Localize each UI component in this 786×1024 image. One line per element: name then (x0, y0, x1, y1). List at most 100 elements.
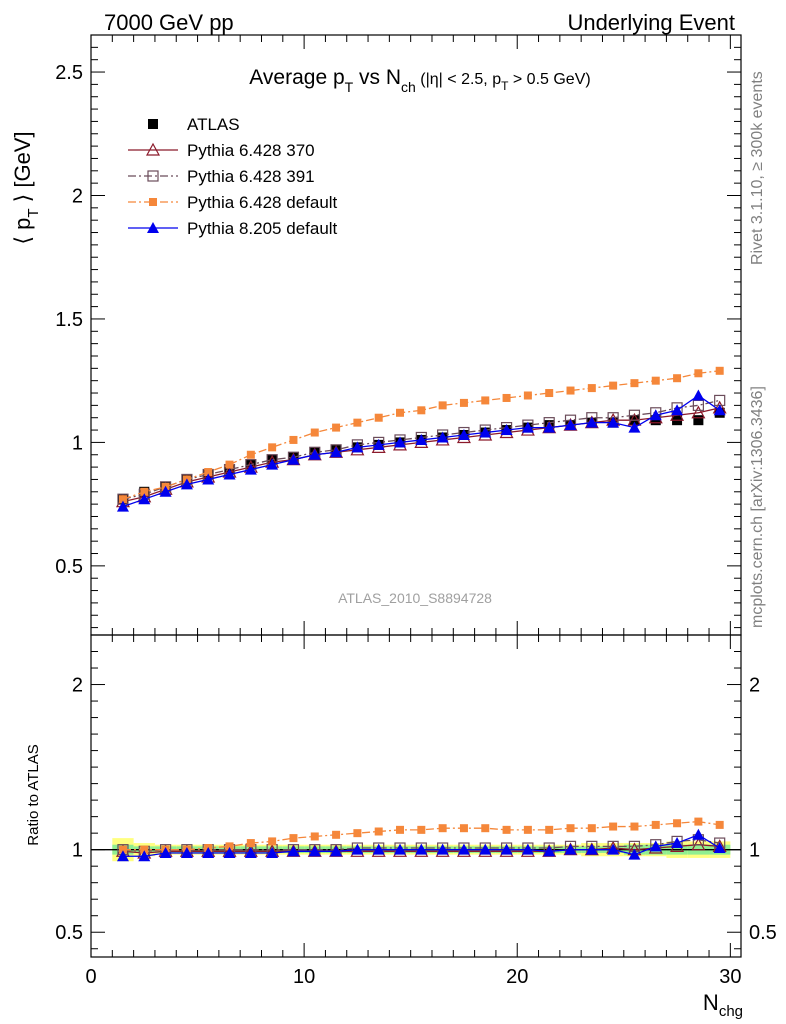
ratio-point-pythia-6-428-default (118, 845, 127, 854)
ratio-point-pythia-6-428-default (396, 825, 405, 834)
ratio-plot-xlabel: Nchg (703, 990, 743, 1020)
main-y-tick-label: 0.5 (55, 556, 83, 578)
ylabel-open: ⟨ p (10, 218, 35, 245)
main-point-pythia-6-428-default (225, 460, 234, 469)
main-point-pythia-8-205-default (543, 421, 556, 433)
header-left: 7000 GeV pp (104, 10, 234, 35)
ratio-point-pythia-8-205-default (372, 843, 385, 855)
main-point-pythia-6-428-default (246, 450, 255, 459)
ratio-point-pythia-6-428-default (566, 824, 575, 833)
ratio-point-pythia-6-428-default (694, 817, 703, 826)
title-sub1: T (345, 79, 354, 95)
watermark: ATLAS_2010_S8894728 (338, 590, 492, 606)
main-y-tick-label: 1 (72, 432, 83, 454)
ratio-x-tick-label: 20 (506, 966, 528, 988)
ratio-plot-ticks: 0.5 0.51 12 20 10 20 30 (55, 635, 777, 988)
main-point-pythia-8-205-default (436, 431, 449, 443)
main-point-pythia-8-205-default (394, 436, 407, 448)
main-point-pythia-6-428-391 (714, 394, 726, 407)
ratio-y-tick-label-right: 0.5 (749, 922, 777, 944)
main-point-pythia-8-205-default (351, 441, 364, 453)
ylabel-sub: T (25, 208, 42, 217)
ratio-point-pythia-8-205-default (394, 843, 407, 855)
main-point-pythia-8-205-default (372, 438, 385, 450)
title-main: Average p (249, 66, 344, 89)
main-point-pythia-8-205-default (713, 404, 726, 416)
ratio-point-pythia-8-205-default (713, 842, 726, 854)
legend-label-pythia-8-205-default: Pythia 8.205 default (187, 219, 338, 238)
ratio-point-pythia-6-428-default (587, 824, 596, 833)
ratio-point-pythia-8-205-default (415, 843, 428, 855)
main-point-pythia-6-428-default (332, 423, 341, 432)
ratio-point-pythia-8-205-default (266, 846, 279, 858)
main-point-pythia-8-205-default (649, 409, 662, 421)
main-point-pythia-6-428-default (118, 495, 127, 504)
ratio-x-tick-label: 30 (719, 966, 741, 988)
main-point-pythia-8-205-default (244, 463, 257, 475)
xlabel-sub: chg (719, 1003, 743, 1020)
main-point-pythia-6-428-default (459, 398, 468, 407)
ratio-point-pythia-8-205-default (521, 843, 534, 855)
legend-label-atlas: ATLAS (187, 115, 240, 134)
main-point-pythia-6-428-default (566, 386, 575, 395)
ratio-point-pythia-6-428-default (246, 839, 255, 848)
main-point-pythia-8-205-default (223, 468, 236, 480)
main-point-pythia-6-428-default (673, 374, 682, 383)
ratio-point-pythia-8-205-default (287, 845, 300, 857)
ratio-point-pythia-8-205-default (692, 828, 705, 840)
ratio-point-pythia-6-428-default (481, 824, 490, 833)
main-point-pythia-8-205-default (521, 421, 534, 433)
ylabel-close: ⟩ [GeV] (10, 131, 35, 208)
mcplots-label: mcplots.cern.ch [arXiv:1306.3436] (749, 386, 766, 628)
ratio-y-tick-label: 2 (72, 675, 83, 697)
main-point-pythia-6-428-default (353, 418, 362, 427)
main-plot-panel: 0.511.522.5 Average pT vs Nch (|η| < 2.5… (10, 34, 742, 636)
main-point-pythia-6-428-default (204, 468, 213, 477)
ratio-point-pythia-6-428-default (438, 824, 447, 833)
main-point-pythia-6-428-default (481, 396, 490, 405)
title-sub3: T (501, 79, 509, 93)
main-point-pythia-8-205-default (330, 446, 343, 458)
main-point-pythia-8-205-default (479, 426, 492, 438)
main-point-pythia-8-205-default (138, 493, 151, 505)
main-point-pythia-6-428-default (694, 369, 703, 378)
main-point-pythia-6-428-391 (628, 409, 641, 421)
main-point-pythia-8-205-default (585, 416, 598, 428)
ratio-point-pythia-8-205-default (585, 843, 598, 855)
legend-marker-pythia-6-428-default (149, 198, 157, 206)
main-point-pythia-6-428-default (545, 389, 554, 398)
ratio-point-pythia-8-205-default (628, 848, 641, 860)
ratio-point-pythia-8-205-default (500, 843, 513, 855)
ratio-point-pythia-8-205-default (649, 840, 662, 852)
ratio-point-pythia-8-205-default (180, 846, 193, 858)
main-point-pythia-8-205-default (180, 478, 193, 490)
ratio-point-pythia-8-205-default (202, 846, 215, 858)
main-point-pythia-8-205-default (266, 458, 279, 470)
title-sub2: ch (401, 79, 416, 95)
ratio-point-pythia-8-205-default (244, 846, 257, 858)
main-plot-title: Average pT vs Nch (|η| < 2.5, pT > 0.5 G… (249, 66, 590, 95)
ratio-point-pythia-8-205-default (671, 837, 684, 849)
main-point-atlas (693, 415, 704, 426)
legend-marker-atlas (148, 119, 158, 129)
title-cuts: (|η| < 2.5, p (416, 71, 501, 88)
ratio-series-line-pythia-6-428-391 (122, 839, 720, 852)
ratio-point-pythia-8-205-default (330, 845, 343, 857)
ratio-point-pythia-6-428-default (545, 825, 554, 834)
ratio-point-pythia-8-205-default (351, 843, 364, 855)
main-plot-ticks: 0.5 1 1.5 2 2.5 (55, 35, 741, 635)
ratio-point-pythia-8-205-default (116, 850, 129, 862)
main-point-pythia-6-428-default (289, 435, 298, 444)
legend-marker-pythia-6-428-370 (145, 142, 161, 156)
ratio-point-pythia-6-428-default (310, 832, 319, 841)
main-point-pythia-8-205-default (116, 500, 129, 512)
ratio-x-tick-label: 0 (85, 966, 96, 988)
ratio-point-pythia-6-428-default (502, 825, 511, 834)
main-plot-marks (115, 366, 727, 512)
main-point-pythia-8-205-default (500, 424, 513, 436)
main-y-tick-label: 2.5 (55, 62, 83, 84)
rivet-label: Rivet 3.1.10, ≥ 300k events (749, 71, 766, 265)
ratio-point-pythia-8-205-default (138, 850, 151, 862)
ratio-point-pythia-8-205-default (457, 843, 470, 855)
